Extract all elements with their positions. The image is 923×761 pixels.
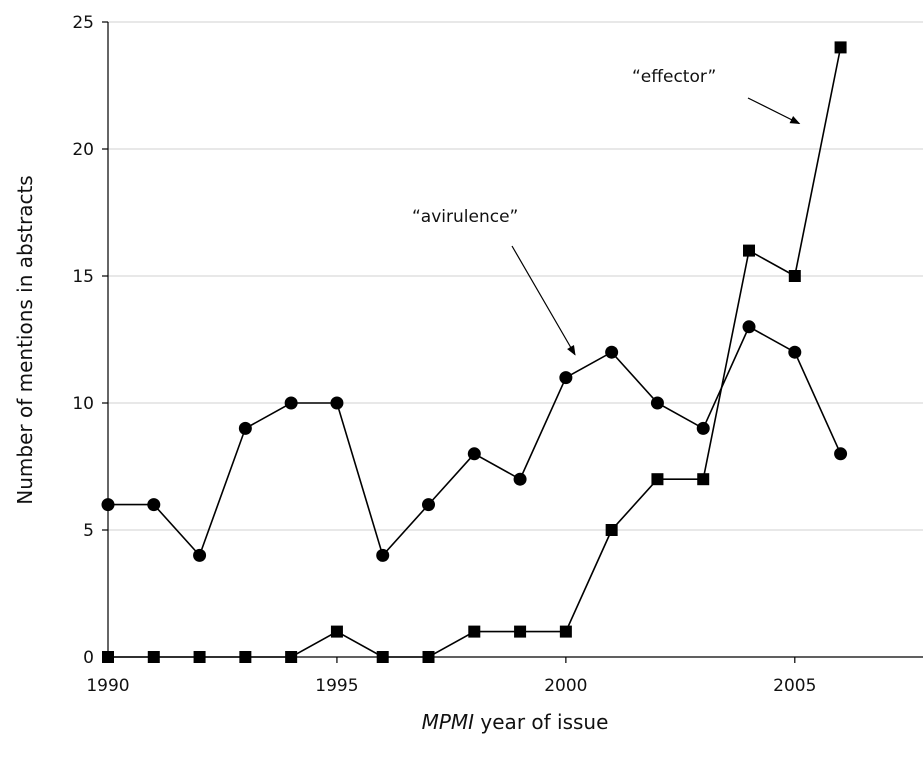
y-tick-labels: 0 5 10 15 20 25 bbox=[72, 13, 94, 668]
x-tick-label: 1995 bbox=[315, 676, 358, 696]
data-point-circle bbox=[742, 320, 756, 334]
y-tick-label: 5 bbox=[83, 521, 94, 541]
data-point-circle bbox=[513, 472, 527, 486]
data-point-circle bbox=[330, 396, 344, 410]
data-point-circle bbox=[376, 548, 390, 562]
y-tick-label: 25 bbox=[72, 13, 94, 33]
x-axis-title-italic: MPMI bbox=[422, 710, 475, 734]
data-point-circle bbox=[605, 345, 619, 359]
data-point-square bbox=[239, 651, 252, 663]
data-point-square bbox=[468, 625, 481, 638]
data-point-circle bbox=[422, 498, 436, 512]
data-point-square bbox=[102, 651, 114, 663]
data-point-square bbox=[330, 625, 343, 638]
series bbox=[101, 41, 848, 663]
data-point-circle bbox=[193, 548, 207, 562]
x-tick-label: 1990 bbox=[86, 676, 129, 696]
data-point-circle bbox=[238, 421, 252, 435]
data-point-square bbox=[422, 651, 435, 663]
data-point-circle bbox=[834, 447, 848, 461]
data-point-circle bbox=[788, 345, 802, 359]
data-point-square bbox=[743, 244, 756, 257]
y-tick-label: 0 bbox=[83, 648, 94, 668]
x-axis-title-rest: year of issue bbox=[474, 710, 608, 734]
data-point-square bbox=[285, 651, 298, 663]
data-point-square bbox=[147, 651, 160, 663]
annotation-effector-arrow bbox=[747, 97, 801, 125]
data-point-circle bbox=[147, 498, 161, 512]
data-point-square bbox=[788, 270, 801, 282]
annotation-effector-label: “effector” bbox=[632, 67, 716, 87]
data-point-circle bbox=[559, 371, 573, 385]
series-line-circle bbox=[108, 325, 842, 557]
annotations: “effector” “avirulence” bbox=[412, 67, 801, 356]
data-point-circle bbox=[101, 498, 115, 512]
x-axis-title: MPMI year of issue bbox=[422, 710, 609, 734]
x-tick-labels: 1990 1995 2000 2005 bbox=[86, 676, 816, 696]
y-tick-label: 15 bbox=[72, 267, 94, 287]
data-point-circle bbox=[284, 396, 298, 410]
series-line-square bbox=[108, 47, 842, 658]
data-point-square bbox=[697, 473, 710, 486]
x-tick-label: 2005 bbox=[773, 676, 816, 696]
data-point-square bbox=[514, 625, 527, 638]
data-point-circle bbox=[696, 421, 710, 435]
data-point-square bbox=[376, 651, 389, 663]
y-axis-title: Number of mentions in abstracts bbox=[13, 175, 37, 504]
data-point-circle bbox=[650, 396, 664, 410]
annotation-avirulence-label: “avirulence” bbox=[412, 207, 518, 227]
data-point-square bbox=[559, 625, 572, 638]
x-tick-label: 2000 bbox=[544, 676, 587, 696]
gridlines bbox=[108, 21, 923, 531]
data-point-circle bbox=[467, 447, 481, 461]
data-point-square bbox=[193, 651, 206, 663]
annotation-avirulence-arrow bbox=[511, 245, 576, 356]
axes bbox=[102, 21, 923, 663]
y-tick-label: 20 bbox=[72, 140, 94, 160]
data-point-square bbox=[834, 41, 847, 54]
data-point-square bbox=[651, 473, 664, 486]
y-tick-label: 10 bbox=[72, 394, 94, 414]
data-point-square bbox=[605, 524, 618, 536]
